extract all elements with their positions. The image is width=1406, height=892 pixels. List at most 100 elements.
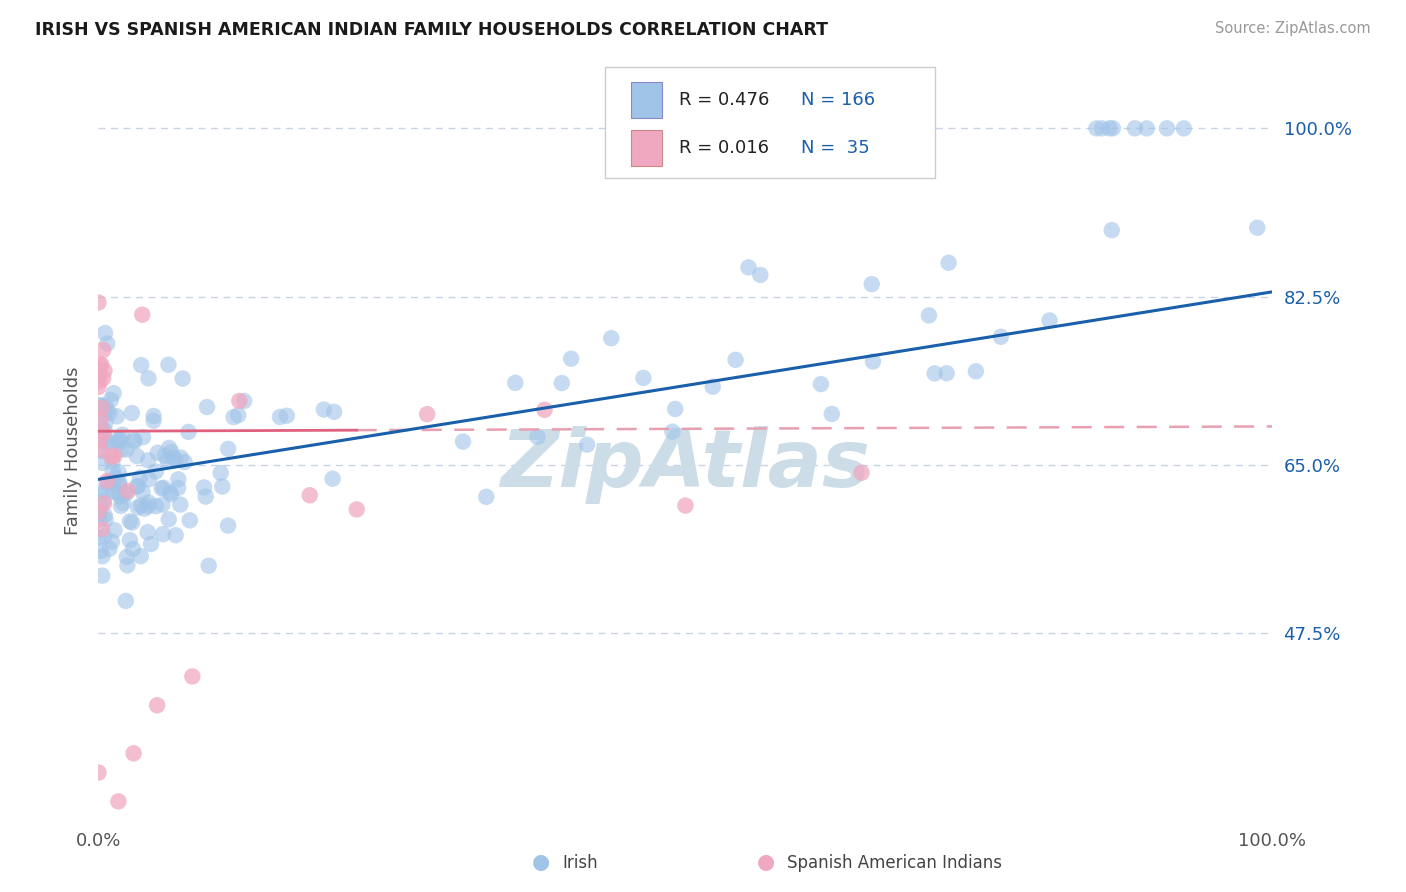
Point <box>1098 121 1121 136</box>
Point <box>89 507 111 521</box>
Point <box>1173 121 1195 136</box>
Point <box>121 406 143 420</box>
Point <box>98 476 121 491</box>
Point <box>1123 121 1146 136</box>
Point <box>110 490 132 504</box>
Point <box>172 371 194 385</box>
Text: Irish: Irish <box>562 855 598 872</box>
Text: R = 0.016: R = 0.016 <box>679 139 769 157</box>
Point <box>93 425 115 440</box>
Point <box>93 364 115 378</box>
Point <box>93 424 115 438</box>
Point <box>195 400 218 414</box>
Point <box>346 502 368 516</box>
Point <box>145 465 167 479</box>
Text: Source: ZipAtlas.com: Source: ZipAtlas.com <box>1215 21 1371 36</box>
Point <box>860 277 883 292</box>
Point <box>90 500 112 514</box>
Point <box>93 508 115 523</box>
Point <box>160 487 183 501</box>
Point <box>153 449 176 463</box>
Point <box>165 528 187 542</box>
Point <box>90 401 112 415</box>
Point <box>451 434 474 449</box>
Point <box>98 406 121 420</box>
Point <box>179 513 201 527</box>
Point <box>101 475 124 489</box>
Point <box>136 453 159 467</box>
Point <box>1038 313 1060 327</box>
Point <box>924 367 946 381</box>
Point <box>146 445 169 459</box>
Point <box>157 358 180 372</box>
Point <box>416 407 439 421</box>
Point <box>129 471 152 485</box>
Point <box>90 442 112 457</box>
Point <box>138 495 160 509</box>
Point <box>104 471 127 485</box>
Point <box>100 450 122 464</box>
Point <box>217 442 239 456</box>
Point <box>177 425 200 439</box>
Point <box>965 364 987 378</box>
Point <box>107 475 129 489</box>
Point <box>87 380 110 394</box>
Point <box>193 480 215 494</box>
Point <box>127 479 149 493</box>
Point <box>91 371 114 385</box>
Point <box>1136 121 1159 136</box>
Point <box>1091 121 1114 136</box>
Point <box>323 405 346 419</box>
Point <box>118 514 141 528</box>
Point <box>112 496 135 510</box>
Point <box>142 409 165 423</box>
Text: Spanish American Indians: Spanish American Indians <box>787 855 1002 872</box>
Point <box>298 488 321 502</box>
Point <box>152 527 174 541</box>
Point <box>159 485 181 500</box>
Point <box>98 436 121 450</box>
Point <box>526 430 548 444</box>
Point <box>111 427 134 442</box>
Point <box>117 483 139 498</box>
Point <box>1156 121 1178 136</box>
Point <box>226 408 249 422</box>
Point <box>96 336 118 351</box>
Point <box>96 435 118 450</box>
Point <box>107 433 129 447</box>
Point <box>89 375 111 389</box>
Point <box>87 295 110 310</box>
Point <box>91 549 114 564</box>
Point <box>139 537 162 551</box>
Point <box>142 414 165 428</box>
Point <box>217 518 239 533</box>
Text: N =  35: N = 35 <box>801 139 870 157</box>
Point <box>702 380 724 394</box>
Point <box>737 260 759 275</box>
Point <box>131 484 153 499</box>
Point <box>156 454 179 468</box>
Point <box>93 529 115 543</box>
Point <box>122 541 145 556</box>
Point <box>167 481 190 495</box>
Point <box>169 498 191 512</box>
Point <box>96 475 118 490</box>
Point <box>89 358 111 372</box>
Point <box>127 479 149 493</box>
Point <box>101 454 124 468</box>
Point <box>1101 223 1123 237</box>
Point <box>170 450 193 465</box>
Point <box>112 485 135 500</box>
Point <box>90 420 112 434</box>
Point <box>749 268 772 282</box>
Point <box>228 393 250 408</box>
Point <box>160 445 183 459</box>
Point <box>94 326 117 340</box>
Point <box>821 407 844 421</box>
Point <box>181 669 204 683</box>
Text: N = 166: N = 166 <box>801 91 876 109</box>
Point <box>105 409 128 424</box>
Point <box>107 465 129 479</box>
Point <box>664 401 686 416</box>
Point <box>115 442 138 457</box>
